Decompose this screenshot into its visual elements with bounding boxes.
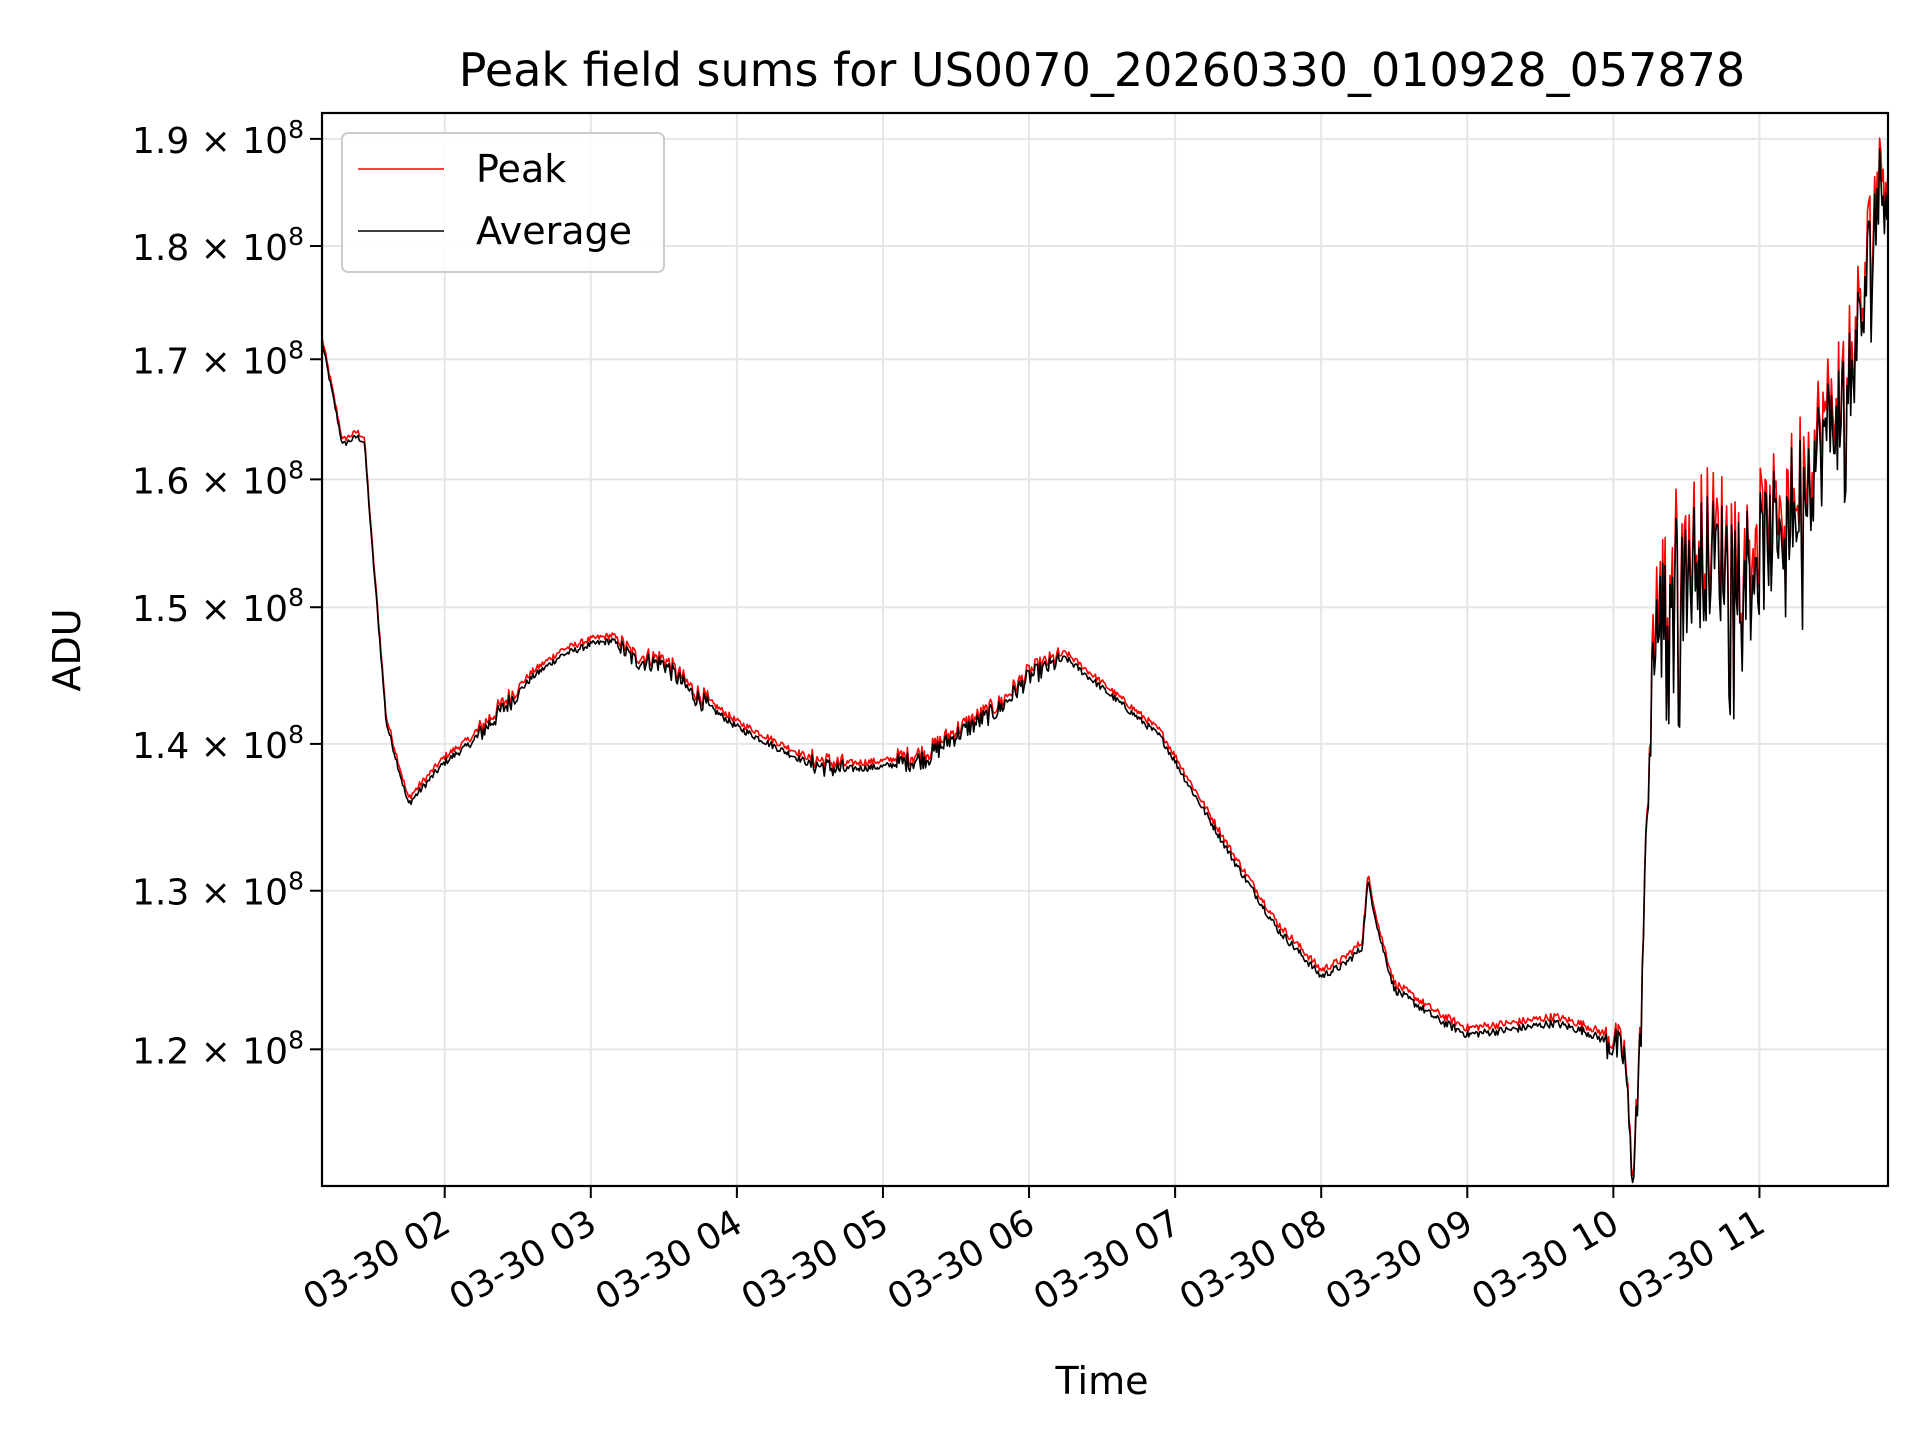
series-lines [321,137,1889,1184]
y-tick-label: 1.9 × 108 [132,115,304,162]
y-tick-label: 1.6 × 108 [132,455,304,502]
chart-title: Peak field sums for US0070_20260330_0109… [459,43,1745,97]
y-tick-label: 1.2 × 108 [132,1025,304,1072]
y-tick-label: 1.4 × 108 [132,720,304,767]
y-tick-label: 1.3 × 108 [132,867,304,914]
legend-label-peak: Peak [476,147,566,191]
legend-box [341,132,665,273]
series-line-average [321,148,1889,1184]
legend: Peak Average [341,132,665,273]
y-axis-ticks: 1.2 × 108 1.3 × 108 1.4 × 108 1.5 × 108 1.6 … [132,115,322,1072]
y-tick-label: 1.7 × 108 [132,335,304,382]
plot-frame [320,111,1890,1188]
legend-label-average: Average [476,209,632,253]
y-tick-label: 1.5 × 108 [132,583,304,630]
grid-lines [322,113,1888,1186]
y-tick-label: 1.8 × 108 [132,222,304,269]
y-axis-label: ADU [45,608,89,691]
x-axis-label: Time [1055,1359,1149,1403]
